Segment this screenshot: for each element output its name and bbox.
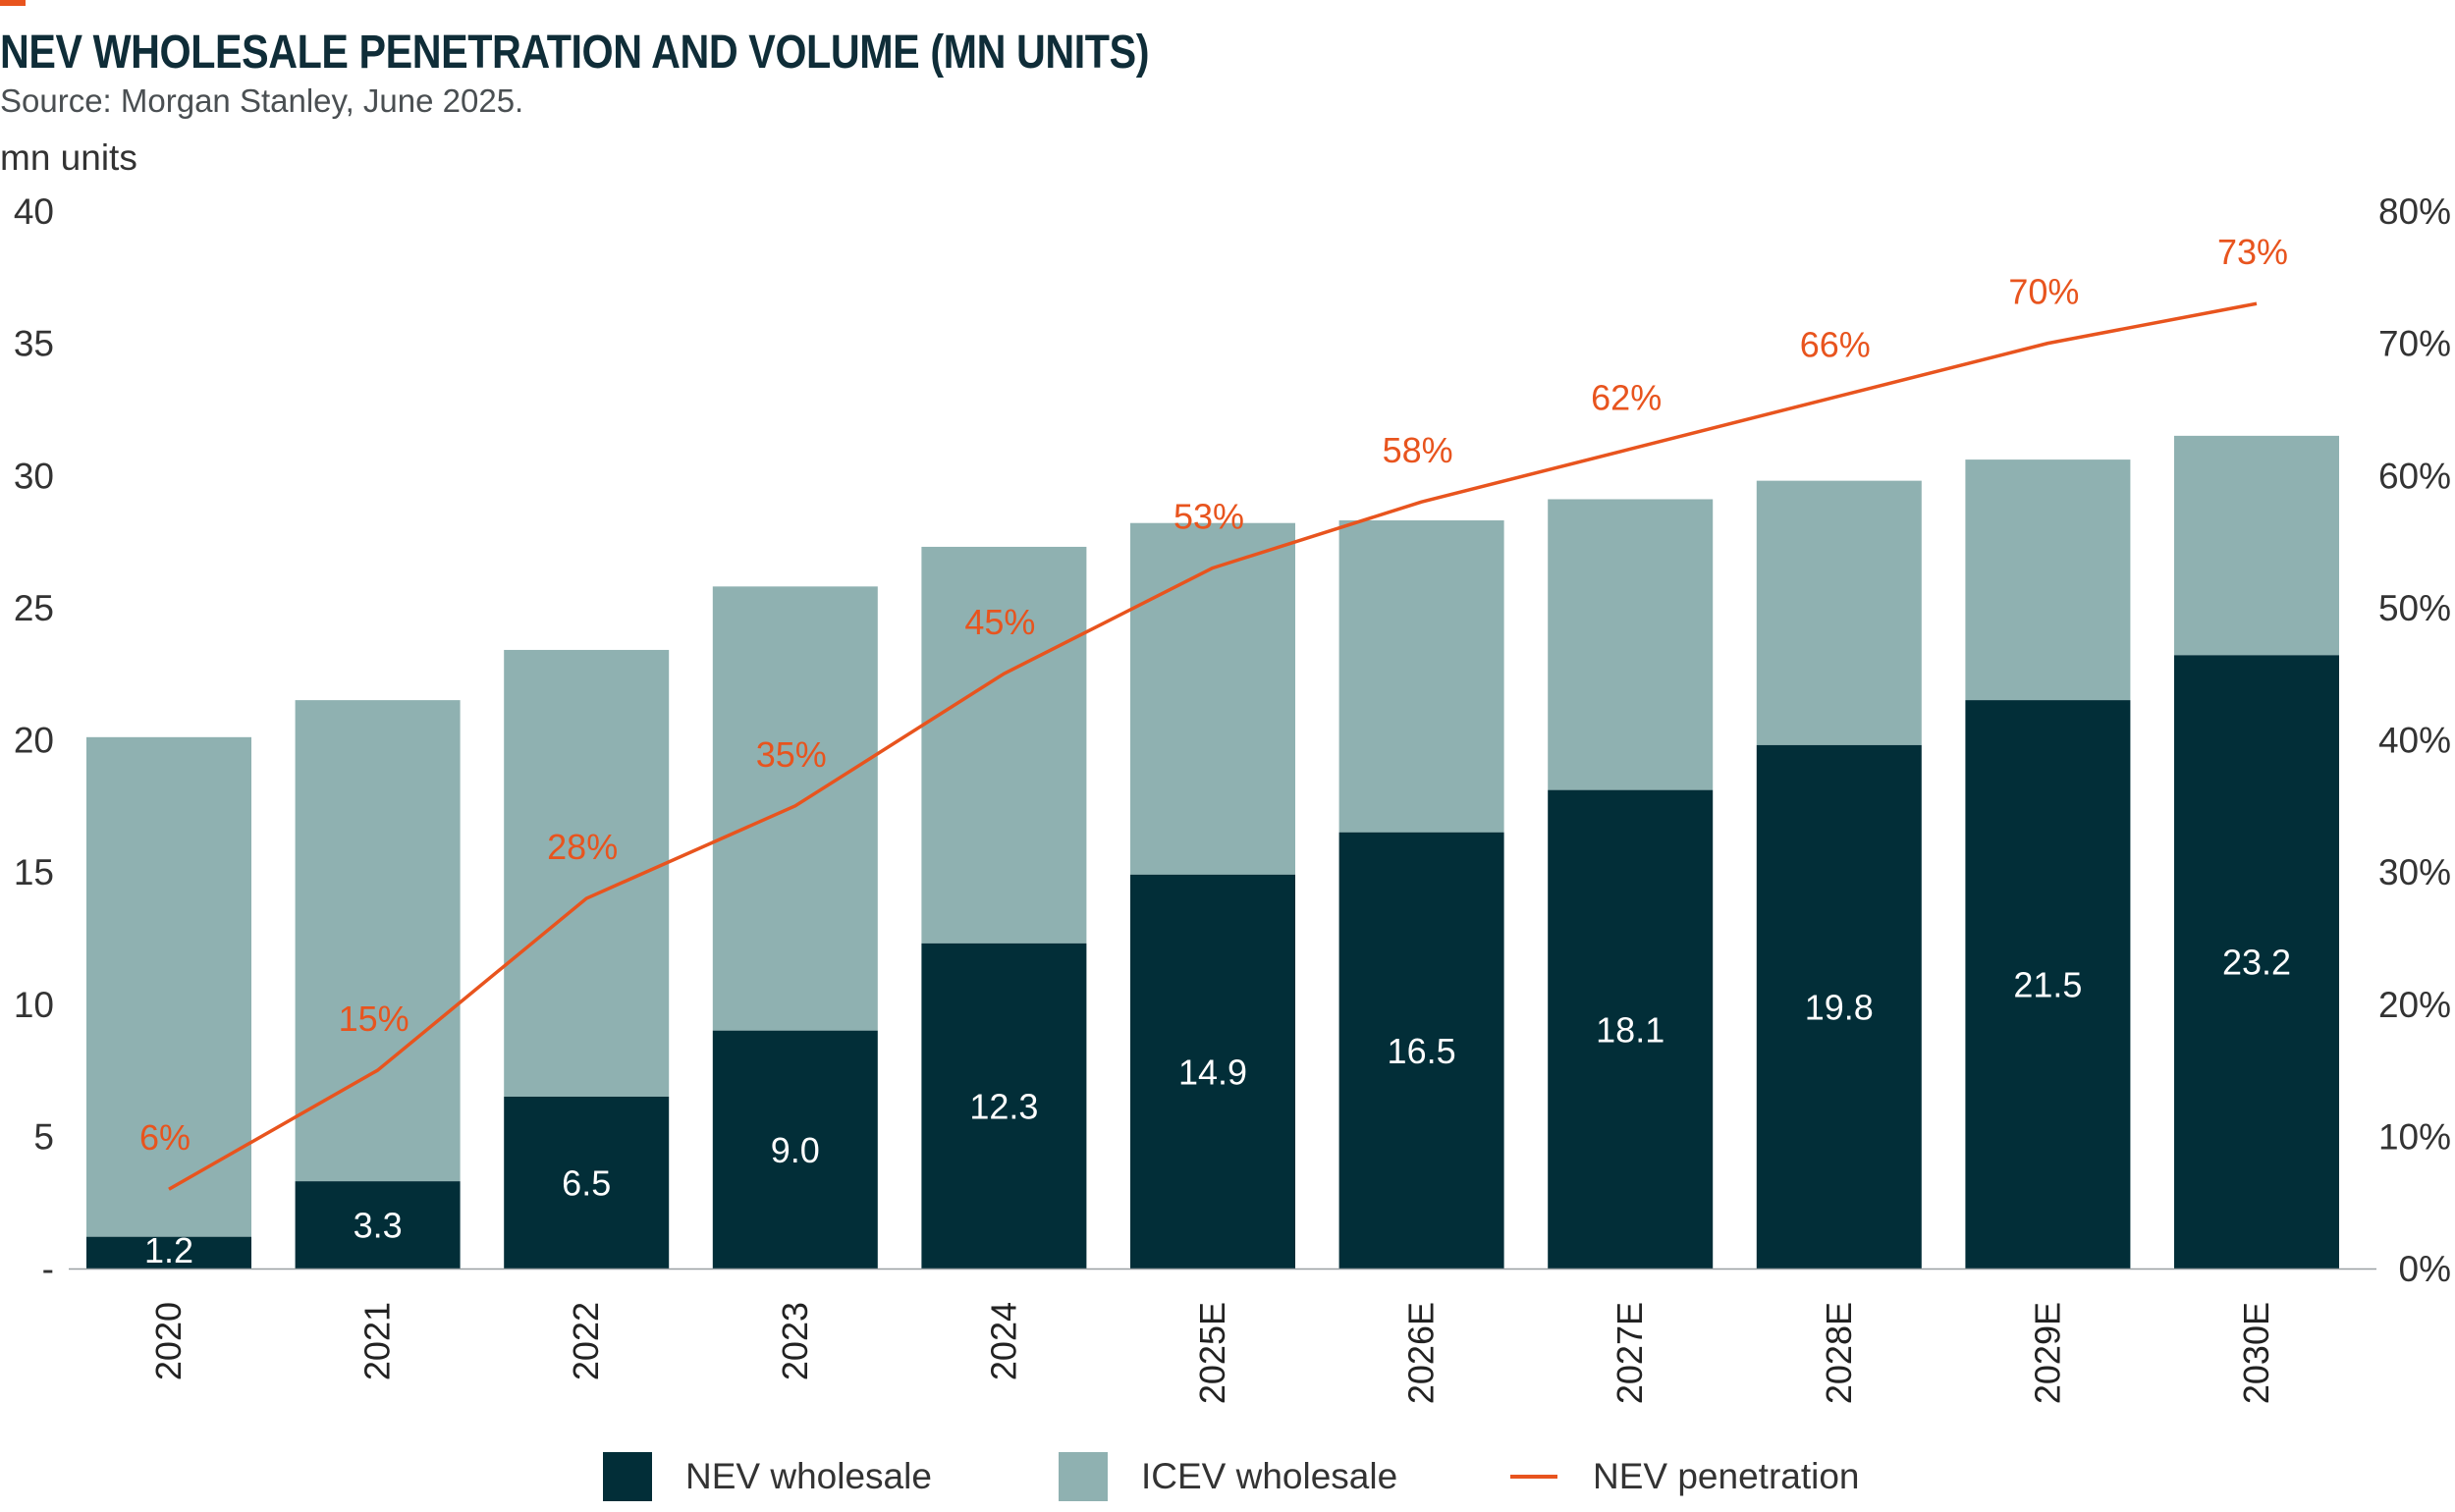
x-axis-tick: 2020: [148, 1302, 189, 1380]
bar-icev: [2174, 435, 2339, 656]
legend-line-penetration: [1510, 1475, 1557, 1479]
legend-item-icev: ICEV wholesale: [1059, 1447, 1397, 1506]
x-axis-tick: 2025E: [1192, 1302, 1232, 1404]
x-axis-tick: 2021: [357, 1302, 398, 1380]
bar-nev: [1130, 874, 1295, 1269]
penetration-label: 45%: [964, 602, 1035, 642]
penetration-label: 66%: [1800, 324, 1871, 364]
penetration-label: 15%: [339, 999, 409, 1039]
bar-value-label: 3.3: [354, 1206, 403, 1246]
bar-nev: [712, 1030, 878, 1269]
bar-icev: [921, 546, 1087, 944]
legend-item-nev: NEV wholesale: [603, 1447, 932, 1506]
legend-swatch-icev: [1059, 1452, 1108, 1501]
right-axis-tick: 80%: [2378, 191, 2451, 232]
bar-nev: [2174, 655, 2339, 1269]
bar-value-label: 19.8: [1805, 987, 1874, 1027]
penetration-label: 62%: [1591, 377, 1662, 417]
left-axis-tick: 30: [14, 456, 54, 496]
bar-value-label: 23.2: [2222, 943, 2291, 983]
bar-nev: [1338, 832, 1504, 1269]
bar-value-label: 6.5: [562, 1162, 611, 1203]
right-axis-tick: 60%: [2378, 456, 2451, 496]
bar-icev: [1756, 480, 1922, 745]
bar-value-label: 12.3: [969, 1086, 1038, 1126]
right-axis-tick: 20%: [2378, 985, 2451, 1025]
bar-nev: [1548, 789, 1714, 1269]
left-axis-tick: 35: [14, 324, 54, 364]
right-axis-tick: 40%: [2378, 721, 2451, 761]
bar-icev: [1548, 499, 1714, 790]
left-axis-tick: -: [42, 1249, 54, 1289]
bar-icev: [712, 586, 878, 1031]
right-axis-tick: 10%: [2378, 1116, 2451, 1157]
x-axis-tick: 2024: [983, 1302, 1023, 1380]
source-note: Source: Morgan Stanley, June 2025.: [0, 82, 524, 119]
legend-label-penetration: NEV penetration: [1593, 1456, 1860, 1496]
bar-icev: [1130, 522, 1295, 875]
right-axis-tick: 50%: [2378, 588, 2451, 628]
bar-nev: [1756, 744, 1922, 1269]
bar-nev: [921, 943, 1087, 1269]
bar-icev: [295, 700, 461, 1182]
penetration-label: 73%: [2217, 232, 2288, 272]
bar-value-label: 9.0: [771, 1130, 820, 1170]
left-axis-tick: 10: [14, 985, 54, 1025]
left-axis-tick: 20: [14, 721, 54, 761]
x-axis-tick: 2027E: [1609, 1302, 1650, 1404]
legend-label-nev: NEV wholesale: [685, 1456, 932, 1496]
bar-icev: [1965, 459, 2131, 701]
x-axis-tick: 2029E: [2027, 1302, 2067, 1404]
bar-nev: [86, 1236, 251, 1269]
chart-title: NEV WHOLESALE PENETRATION AND VOLUME (MN…: [0, 27, 1150, 79]
legend-label-icev: ICEV wholesale: [1141, 1456, 1398, 1496]
legend-item-penetration: NEV penetration: [1510, 1447, 1860, 1506]
left-axis-unit-label: mn units: [0, 137, 137, 178]
x-axis-tick: 2030E: [2236, 1302, 2276, 1404]
bar-nev: [1965, 700, 2131, 1269]
bar-value-label: 16.5: [1388, 1031, 1456, 1071]
bar-value-label: 1.2: [144, 1230, 193, 1270]
left-axis-tick: 40: [14, 191, 54, 232]
accent-bar: [0, 0, 26, 6]
bar-nev: [504, 1096, 670, 1269]
penetration-label: 28%: [547, 827, 618, 867]
bar-icev: [86, 736, 251, 1237]
penetration-label: 6%: [139, 1117, 191, 1158]
x-axis-tick: 2022: [566, 1302, 606, 1380]
right-axis-tick: 30%: [2378, 852, 2451, 892]
left-axis-tick: 5: [33, 1116, 54, 1157]
left-axis-tick: 15: [14, 852, 54, 892]
penetration-label: 58%: [1383, 430, 1453, 470]
x-axis-tick: 2026E: [1401, 1302, 1442, 1404]
penetration-label: 35%: [756, 734, 827, 775]
x-axis-tick: 2028E: [1819, 1302, 1859, 1404]
left-axis-tick: 25: [14, 588, 54, 628]
penetration-label: 70%: [2008, 272, 2079, 312]
bar-nev: [295, 1181, 461, 1269]
bar-value-label: 21.5: [2013, 965, 2082, 1005]
bar-value-label: 18.1: [1596, 1009, 1664, 1050]
right-axis-tick: 0%: [2399, 1249, 2451, 1289]
legend-swatch-nev: [603, 1452, 652, 1501]
bar-icev: [1338, 520, 1504, 833]
penetration-line: [168, 301, 2258, 1191]
legend: NEV wholesale ICEV wholesale NEV penetra…: [0, 1447, 2455, 1506]
right-axis-tick: 70%: [2378, 324, 2451, 364]
x-axis-tick: 2023: [775, 1302, 815, 1380]
bar-value-label: 14.9: [1178, 1052, 1247, 1092]
penetration-label: 53%: [1173, 496, 1244, 536]
